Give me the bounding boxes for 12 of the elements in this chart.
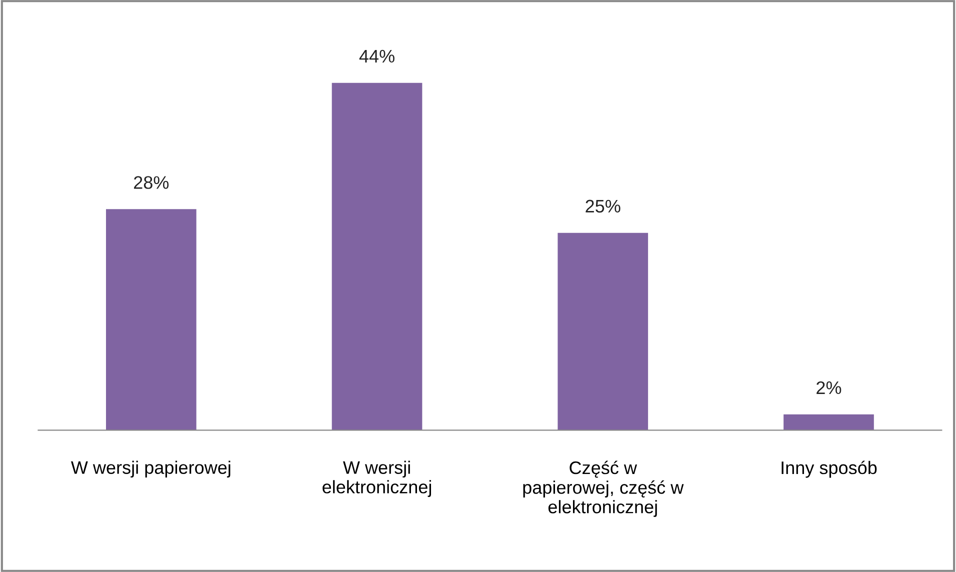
x-tick-label: Część w papierowej, część w elektronicznej: [523, 460, 684, 517]
x-tick-label: W wersji elektronicznej: [322, 460, 432, 497]
x-tick-label: Inny sposób: [782, 460, 877, 478]
data-label: 44%: [359, 50, 394, 63]
data-label: 28%: [134, 176, 169, 189]
bar: [784, 414, 874, 430]
data-label: 2%: [816, 381, 842, 394]
bar: [558, 232, 648, 430]
bar: [106, 209, 196, 430]
data-label: 25%: [586, 200, 620, 213]
x-tick-label: W wersji papierowej: [70, 460, 230, 478]
bar: [332, 82, 422, 430]
